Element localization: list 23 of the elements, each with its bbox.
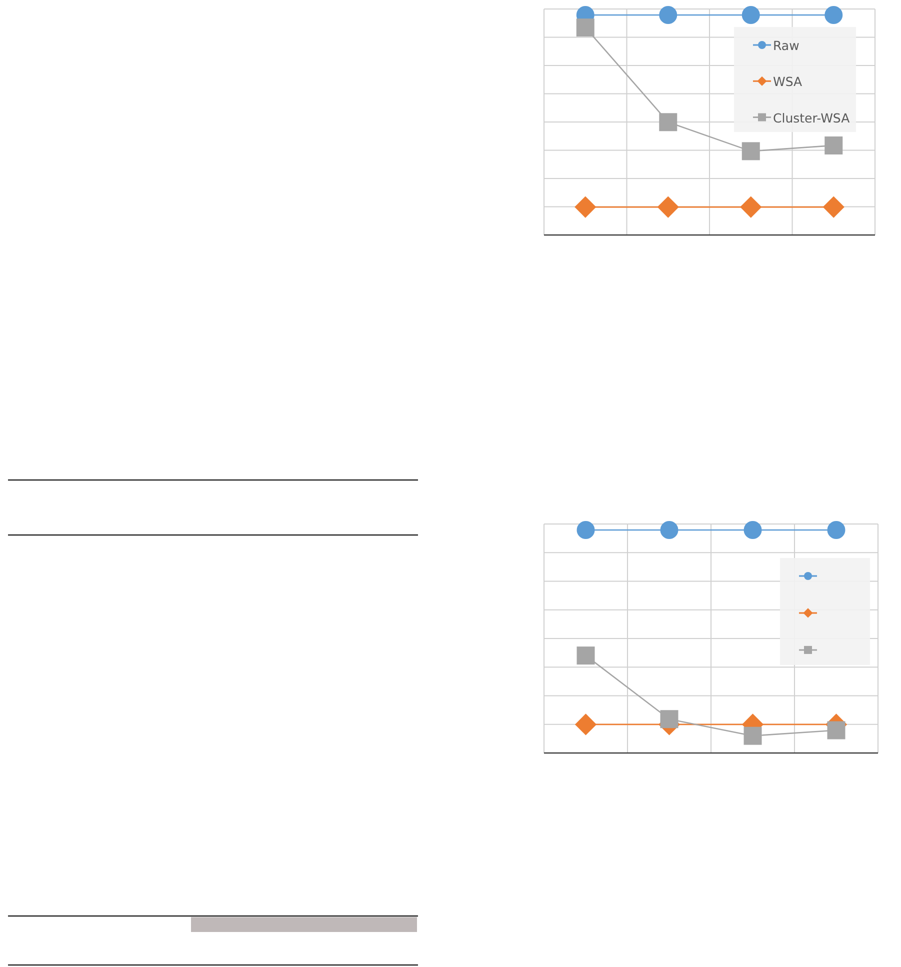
- point: [822, 196, 844, 218]
- legend-label: Cluster-WSA: [773, 110, 850, 126]
- point: [824, 136, 843, 154]
- point: [576, 646, 595, 665]
- point: [742, 6, 760, 24]
- point: [576, 521, 595, 539]
- point: [660, 521, 678, 539]
- point: [574, 196, 596, 218]
- legend-label: WSA: [773, 74, 803, 90]
- point: [824, 6, 843, 24]
- point: [574, 714, 597, 736]
- point: [576, 18, 594, 37]
- point: [660, 710, 678, 728]
- point: [740, 196, 762, 218]
- point: [827, 521, 846, 539]
- point: [659, 113, 678, 132]
- point: [827, 721, 846, 740]
- point: [744, 521, 762, 539]
- point: [657, 196, 679, 218]
- legend-label: Raw: [773, 38, 800, 53]
- point: [659, 6, 678, 24]
- point: [744, 726, 762, 745]
- point: [742, 142, 760, 160]
